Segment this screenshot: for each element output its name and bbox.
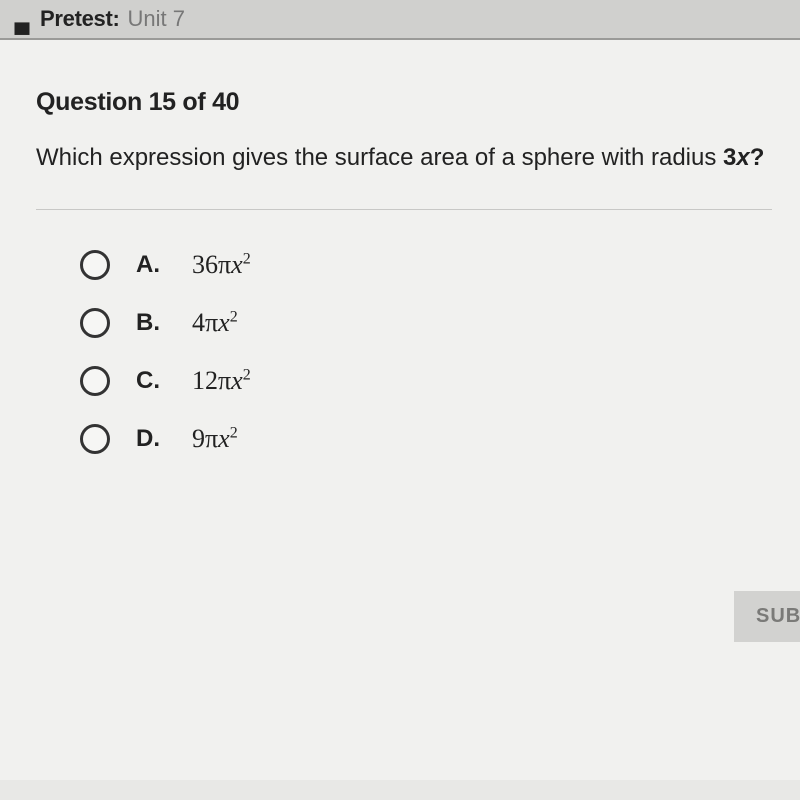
option-c[interactable]: C. 12πx2 bbox=[80, 366, 772, 396]
radio-b[interactable] bbox=[80, 308, 110, 338]
header-label: Pretest: bbox=[40, 6, 120, 32]
option-b-letter: B. bbox=[136, 309, 166, 337]
option-d-letter: D. bbox=[136, 425, 166, 453]
var: x bbox=[231, 250, 243, 279]
var: x bbox=[218, 308, 230, 337]
pi: π bbox=[205, 308, 218, 337]
radio-c[interactable] bbox=[80, 366, 110, 396]
option-b-expression: 4πx2 bbox=[192, 308, 238, 338]
header-bar: ▃ Pretest: Unit 7 bbox=[0, 0, 800, 40]
prompt-text: Which expression gives the surface area … bbox=[36, 144, 723, 171]
prompt-suffix: ? bbox=[750, 144, 765, 171]
pi: π bbox=[218, 250, 231, 279]
exp: 2 bbox=[230, 308, 238, 325]
question-number: Question 15 of 40 bbox=[36, 88, 772, 117]
back-chevron-icon[interactable]: ▃ bbox=[15, 6, 29, 32]
exp: 2 bbox=[230, 424, 238, 441]
coef: 4 bbox=[192, 308, 205, 337]
prompt-var-coef: 3 bbox=[723, 144, 736, 171]
option-a-letter: A. bbox=[136, 251, 166, 279]
coef: 12 bbox=[192, 366, 218, 395]
exp: 2 bbox=[243, 366, 251, 383]
coef: 36 bbox=[192, 250, 218, 279]
submit-button[interactable]: SUBMIT bbox=[734, 591, 800, 642]
pi: π bbox=[205, 424, 218, 453]
option-b[interactable]: B. 4πx2 bbox=[80, 308, 772, 338]
options-list: A. 36πx2 B. 4πx2 C. 12πx2 D. 9πx2 bbox=[36, 250, 772, 454]
option-d[interactable]: D. 9πx2 bbox=[80, 424, 772, 454]
var: x bbox=[231, 366, 243, 395]
prompt-var-sym: x bbox=[736, 144, 749, 171]
question-panel: Question 15 of 40 Which expression gives… bbox=[0, 40, 800, 780]
header-value: Unit 7 bbox=[128, 6, 185, 32]
option-a-expression: 36πx2 bbox=[192, 250, 251, 280]
coef: 9 bbox=[192, 424, 205, 453]
radio-a[interactable] bbox=[80, 250, 110, 280]
radio-d[interactable] bbox=[80, 424, 110, 454]
option-a[interactable]: A. 36πx2 bbox=[80, 250, 772, 280]
var: x bbox=[218, 424, 230, 453]
divider bbox=[36, 209, 772, 210]
question-prompt: Which expression gives the surface area … bbox=[36, 141, 772, 175]
pi: π bbox=[218, 366, 231, 395]
exp: 2 bbox=[243, 250, 251, 267]
option-c-expression: 12πx2 bbox=[192, 366, 251, 396]
option-d-expression: 9πx2 bbox=[192, 424, 238, 454]
option-c-letter: C. bbox=[136, 367, 166, 395]
